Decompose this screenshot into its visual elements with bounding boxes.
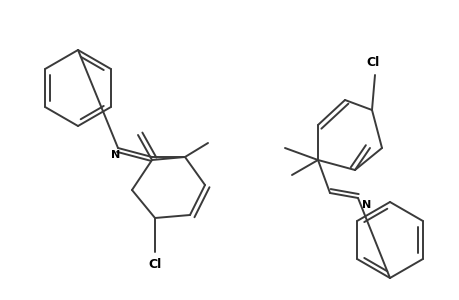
Text: Cl: Cl (148, 258, 161, 271)
Text: Cl: Cl (365, 56, 379, 69)
Text: N: N (361, 200, 370, 210)
Text: N: N (111, 150, 120, 160)
